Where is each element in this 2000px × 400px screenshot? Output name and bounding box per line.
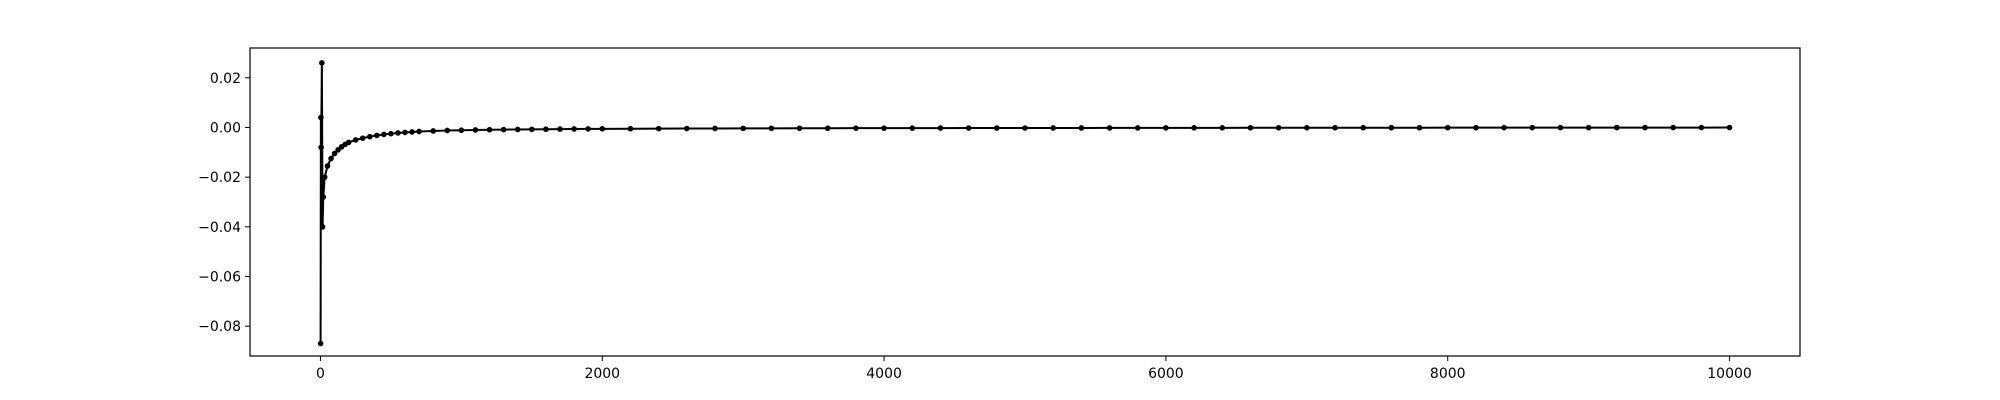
plot-frame	[249, 47, 1801, 357]
data-point	[1219, 125, 1226, 131]
data-point	[514, 126, 521, 133]
y-tick-label: 0.00	[210, 120, 241, 136]
data-point	[1416, 124, 1423, 131]
data-point	[1078, 125, 1085, 131]
data-point	[599, 126, 606, 132]
y-tick-label: −0.08	[198, 319, 241, 335]
data-point	[529, 126, 535, 133]
data-point	[328, 155, 334, 162]
data-point	[458, 127, 465, 134]
data-point	[655, 125, 662, 132]
x-tick-label: 8000	[1430, 366, 1466, 382]
data-point	[366, 133, 373, 140]
data-point	[331, 150, 338, 157]
data-point	[881, 125, 887, 131]
data-point	[627, 125, 634, 132]
data-point	[319, 60, 325, 66]
data-point	[486, 126, 493, 133]
data-point	[1275, 124, 1282, 131]
data-point	[1557, 124, 1564, 131]
data-point	[1444, 124, 1451, 131]
data-point	[319, 224, 326, 230]
data-point	[374, 132, 380, 139]
data-point	[1698, 124, 1705, 131]
x-tick-label: 2000	[584, 366, 620, 382]
y-tick-label: −0.06	[198, 270, 241, 286]
data-point	[1388, 124, 1395, 131]
data-point	[381, 131, 387, 138]
data-point	[430, 128, 436, 134]
data-point	[1247, 125, 1254, 131]
data-point	[320, 194, 327, 200]
data-point	[321, 174, 328, 180]
data-point	[1360, 124, 1366, 131]
data-point	[796, 125, 803, 132]
data-point	[994, 125, 1000, 131]
data-point	[359, 135, 366, 141]
x-tick-label: 4000	[866, 366, 902, 382]
data-point	[318, 114, 324, 121]
data-point	[1304, 124, 1310, 131]
y-tick-label: 0.02	[210, 71, 241, 87]
data-point	[416, 128, 422, 135]
x-tick-label: 10000	[1707, 366, 1752, 382]
data-point	[324, 163, 331, 169]
data-point	[571, 126, 577, 132]
data-point	[500, 126, 507, 133]
data-point	[1022, 125, 1028, 131]
data-point	[740, 125, 746, 132]
data-point	[768, 125, 775, 132]
series-layer	[317, 60, 1733, 347]
data-point	[1614, 124, 1620, 131]
x-tick-label: 0	[316, 366, 325, 382]
ticks-layer: 0 2000 4000 6000 8000 10000 −0.08 −0.06 −0.04 −0.…	[198, 71, 1752, 382]
data-point	[909, 125, 916, 131]
data-point	[1106, 125, 1113, 131]
data-point	[1501, 124, 1507, 131]
data-point	[543, 126, 549, 133]
data-point	[1726, 124, 1733, 131]
data-point	[388, 130, 394, 137]
data-point	[395, 130, 401, 136]
data-point	[1050, 125, 1056, 131]
x-tick-label: 6000	[1148, 366, 1184, 382]
data-point	[409, 129, 415, 135]
data-point	[965, 125, 972, 131]
data-point	[853, 125, 859, 131]
data-point	[712, 125, 718, 132]
data-point	[824, 125, 831, 132]
data-point	[345, 139, 352, 146]
data-point	[557, 126, 563, 132]
data-point	[1670, 124, 1676, 131]
data-point	[937, 125, 944, 131]
data-point	[1191, 125, 1197, 131]
data-point	[352, 137, 359, 143]
data-point	[1529, 124, 1536, 131]
data-point	[684, 125, 690, 132]
data-point	[318, 144, 324, 151]
data-point	[1473, 124, 1479, 131]
data-point	[585, 126, 591, 132]
data-point	[402, 129, 408, 136]
data-point	[1585, 124, 1592, 131]
data-point	[1163, 125, 1169, 131]
data-point	[1642, 124, 1648, 131]
data-point	[317, 340, 324, 347]
data-point	[1134, 125, 1141, 131]
y-tick-label: −0.04	[198, 220, 241, 236]
data-point	[472, 127, 479, 133]
data-point	[444, 127, 451, 134]
y-tick-label: −0.02	[198, 170, 241, 186]
data-point	[1332, 124, 1338, 131]
